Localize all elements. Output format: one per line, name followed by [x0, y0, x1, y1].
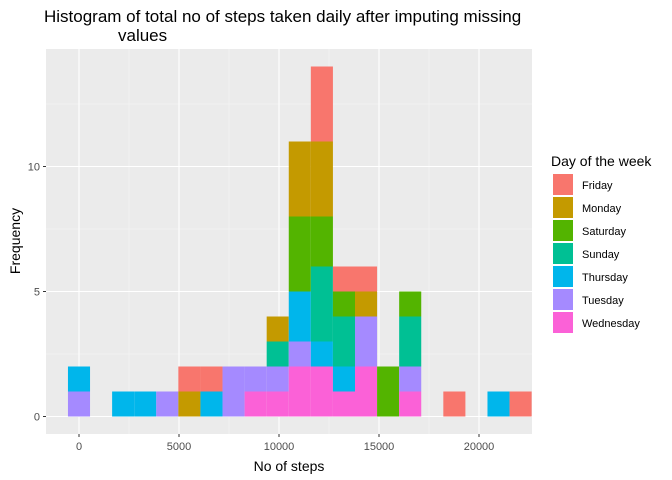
- x-tick-label: 15000: [364, 441, 395, 453]
- y-axis-title: Frequency: [7, 208, 23, 274]
- legend-swatch-wednesday: [553, 312, 573, 333]
- x-tick-label: 10000: [264, 441, 295, 453]
- bar-segment-tuesday: [355, 316, 378, 367]
- legend-label-friday: Friday: [582, 180, 613, 192]
- bar-segment-saturday: [377, 366, 400, 417]
- bar-segment-thursday: [487, 391, 510, 417]
- bar-segment-monday: [266, 316, 289, 342]
- bar-segment-wednesday: [332, 391, 355, 417]
- x-tick-label: 20000: [464, 441, 495, 453]
- bar-segment-saturday: [288, 216, 311, 292]
- bar-segment-saturday: [332, 291, 355, 317]
- bar-segment-monday: [310, 141, 333, 217]
- bar-segment-thursday: [288, 291, 311, 342]
- bar-segment-sunday: [399, 316, 422, 367]
- x-tick-label: 0: [76, 441, 82, 453]
- legend-label-wednesday: Wednesday: [582, 318, 640, 330]
- legend-swatch-friday: [553, 174, 573, 195]
- bar-segment-saturday: [310, 216, 333, 267]
- bar-segment-thursday: [112, 391, 135, 417]
- bar-segment-tuesday: [222, 366, 245, 417]
- bar-segment-thursday: [200, 391, 223, 417]
- bar-segment-tuesday: [244, 366, 267, 392]
- legend-swatch-monday: [553, 197, 573, 218]
- legend: Friday Monday Saturday Sunday Thursday Tuesda…: [553, 174, 640, 333]
- bar-segment-sunday: [332, 316, 355, 367]
- x-axis-ticks: 0 5000 10000 15000 20000: [76, 434, 494, 453]
- bar-segment-friday: [355, 266, 378, 292]
- chart-title-line-1: Histogram of total no of steps taken dai…: [44, 7, 521, 26]
- legend-swatch-sunday: [553, 243, 573, 264]
- x-axis-title: No of steps: [254, 458, 325, 474]
- legend-label-thursday: Thursday: [582, 272, 628, 284]
- bar-segment-wednesday: [310, 366, 333, 417]
- bar-segment-sunday: [266, 341, 289, 367]
- legend-swatch-thursday: [553, 266, 573, 287]
- bar-segment-friday: [509, 391, 532, 417]
- x-tick-label: 5000: [167, 441, 191, 453]
- legend-label-tuesday: Tuesday: [582, 295, 624, 307]
- legend-swatch-saturday: [553, 220, 573, 241]
- y-tick-label: 0: [34, 412, 40, 424]
- bar-segment-sunday: [310, 266, 333, 342]
- bar-segment-thursday: [310, 341, 333, 367]
- y-tick-label: 5: [34, 287, 40, 299]
- y-tick-label: 10: [28, 162, 40, 174]
- histogram-bars: [67, 66, 532, 417]
- bar-segment-friday: [443, 391, 466, 417]
- bar-segment-friday: [178, 366, 201, 392]
- bar-segment-monday: [178, 391, 201, 417]
- bar-segment-tuesday: [288, 341, 311, 367]
- bar-segment-wednesday: [288, 366, 311, 417]
- legend-label-monday: Monday: [582, 203, 622, 215]
- bar-segment-wednesday: [244, 391, 267, 417]
- legend-title: Day of the week: [551, 153, 652, 169]
- bar-segment-tuesday: [156, 391, 179, 417]
- bar-segment-tuesday: [67, 391, 91, 417]
- y-axis-ticks: 0 5 10: [28, 162, 46, 424]
- bar-segment-wednesday: [355, 366, 378, 417]
- bar-segment-friday: [332, 266, 355, 292]
- bar-segment-thursday: [332, 366, 355, 392]
- bar-segment-monday: [288, 141, 311, 217]
- bar-segment-wednesday: [399, 391, 422, 417]
- bar-segment-tuesday: [399, 366, 422, 392]
- legend-swatch-tuesday: [553, 289, 573, 310]
- bar-segment-wednesday: [266, 391, 289, 417]
- bar-segment-friday: [310, 66, 333, 142]
- bar-segment-saturday: [399, 291, 422, 317]
- bar-segment-friday: [200, 366, 223, 392]
- bar-segment-monday: [355, 291, 378, 317]
- bar-segment-thursday: [134, 391, 157, 417]
- bar-segment-tuesday: [266, 366, 289, 392]
- chart-title-line-2: values: [118, 26, 167, 45]
- legend-label-saturday: Saturday: [582, 226, 627, 238]
- bar-segment-thursday: [67, 366, 91, 392]
- legend-label-sunday: Sunday: [582, 249, 620, 261]
